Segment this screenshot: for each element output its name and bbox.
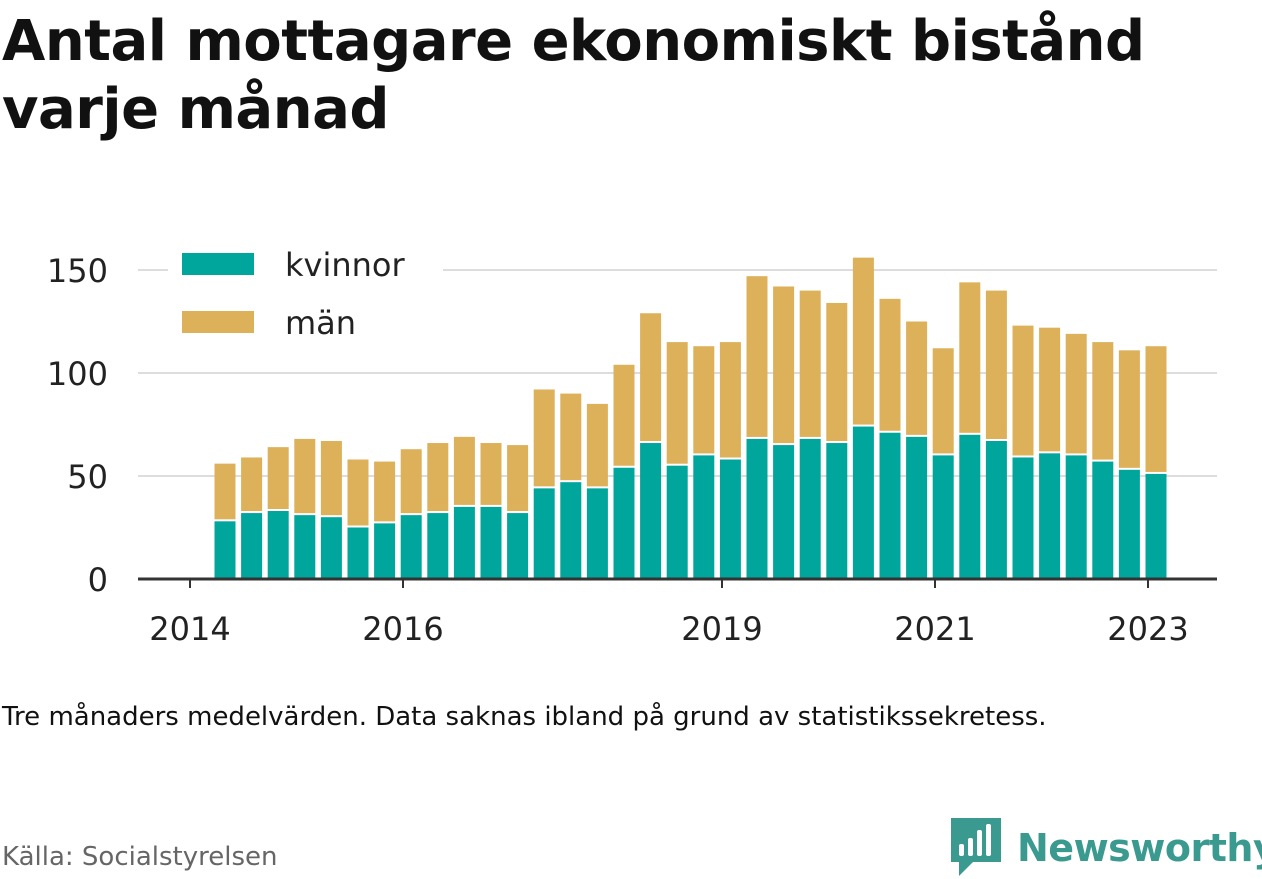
bar-kvinnor [773, 445, 795, 579]
legend-label: män [285, 304, 356, 342]
bar-kvinnor [241, 513, 263, 579]
bar-man [374, 461, 396, 522]
bar-man [560, 393, 582, 481]
bars [214, 257, 1167, 579]
bar-kvinnor [453, 506, 475, 579]
bar-kvinnor [1039, 453, 1061, 579]
legend-swatch [182, 253, 254, 275]
bar-man [613, 364, 635, 466]
y-tick-label: 0 [88, 561, 108, 599]
y-tick-label: 100 [47, 355, 108, 393]
bar-kvinnor [267, 511, 289, 579]
bar-kvinnor [613, 467, 635, 579]
bar-kvinnor [533, 488, 555, 579]
legend-swatch [182, 311, 254, 333]
bar-man [214, 463, 236, 520]
x-tick-label: 2023 [1107, 610, 1188, 648]
source-credit: Källa: Socialstyrelsen [2, 842, 278, 872]
bar-man [294, 438, 316, 514]
x-axis: 2014 2016 2019 2021 2023 [138, 577, 1217, 648]
chart-title: Antal mottagare ekonomiskt bistånd varje… [2, 9, 1145, 142]
bar-man [1012, 325, 1034, 456]
brand-logo: Newsworthy [951, 818, 1262, 878]
y-tick-label: 50 [67, 458, 108, 496]
bar-man [852, 257, 874, 425]
bar-man [1065, 333, 1087, 454]
bar-man [586, 403, 608, 487]
y-tick-label: 150 [47, 252, 108, 290]
bar-man [1092, 342, 1114, 460]
bar-man [959, 282, 981, 433]
bar-man [480, 443, 502, 505]
bar-kvinnor [480, 506, 502, 579]
bar-man [693, 346, 715, 454]
legend-label: kvinnor [285, 246, 406, 284]
x-tick-label: 2016 [362, 610, 443, 648]
bar-kvinnor [666, 465, 688, 579]
newsworthy-logo-icon [951, 818, 1001, 876]
bar-man [241, 457, 263, 512]
bar-man [666, 342, 688, 464]
bar-man [533, 389, 555, 487]
bar-kvinnor [400, 515, 422, 579]
bar-man [267, 447, 289, 510]
bar-kvinnor [852, 426, 874, 579]
bar-man [400, 449, 422, 514]
bar-kvinnor [1092, 461, 1114, 579]
chart-note: Tre månaders medelvärden. Data saknas ib… [2, 702, 1047, 732]
bar-kvinnor [320, 517, 342, 579]
bar-man [906, 321, 928, 435]
bar-man [1118, 350, 1140, 468]
bar-kvinnor [374, 523, 396, 579]
bar-kvinnor [826, 443, 848, 579]
bar-kvinnor [719, 459, 741, 579]
bar-man [507, 445, 529, 512]
bar-kvinnor [693, 455, 715, 579]
y-axis-ticks: 0 50 100 150 [47, 252, 108, 599]
legend: kvinnor män [168, 245, 443, 345]
bar-man [1039, 327, 1061, 452]
bar-kvinnor [347, 527, 369, 579]
bar-man [826, 302, 848, 442]
bar-kvinnor [879, 432, 901, 579]
bar-man [773, 286, 795, 444]
bar-kvinnor [799, 438, 821, 579]
bar-kvinnor [1065, 455, 1087, 579]
bar-kvinnor [294, 515, 316, 579]
bar-man [879, 298, 901, 431]
bar-man [799, 290, 821, 437]
bar-man [320, 440, 342, 516]
bar-man [640, 313, 662, 442]
bar-kvinnor [640, 443, 662, 579]
bar-kvinnor [1118, 469, 1140, 579]
x-tick-label: 2019 [681, 610, 762, 648]
bar-man [746, 276, 768, 437]
bar-kvinnor [746, 438, 768, 579]
brand-name: Newsworthy [1017, 826, 1262, 870]
bar-man [719, 342, 741, 458]
bar-man [985, 290, 1007, 439]
bar-kvinnor [586, 488, 608, 579]
bar-kvinnor [1012, 457, 1034, 579]
bar-man [1145, 346, 1167, 472]
x-tick-label: 2021 [894, 610, 975, 648]
bar-kvinnor [427, 513, 449, 579]
bar-man [453, 436, 475, 505]
x-tick-label: 2014 [149, 610, 230, 648]
bar-kvinnor [507, 513, 529, 579]
bar-kvinnor [906, 436, 928, 579]
bar-man [427, 443, 449, 512]
bar-kvinnor [1145, 473, 1167, 579]
bar-man [347, 459, 369, 526]
bar-kvinnor [932, 455, 954, 579]
bar-kvinnor [214, 521, 236, 579]
bar-man [932, 348, 954, 454]
bar-kvinnor [959, 434, 981, 579]
bar-kvinnor [560, 482, 582, 579]
stacked-bar-chart: 0 50 100 150 2014 2016 2019 2021 2023 kvinnor mä… [47, 245, 1217, 648]
bar-kvinnor [985, 440, 1007, 579]
